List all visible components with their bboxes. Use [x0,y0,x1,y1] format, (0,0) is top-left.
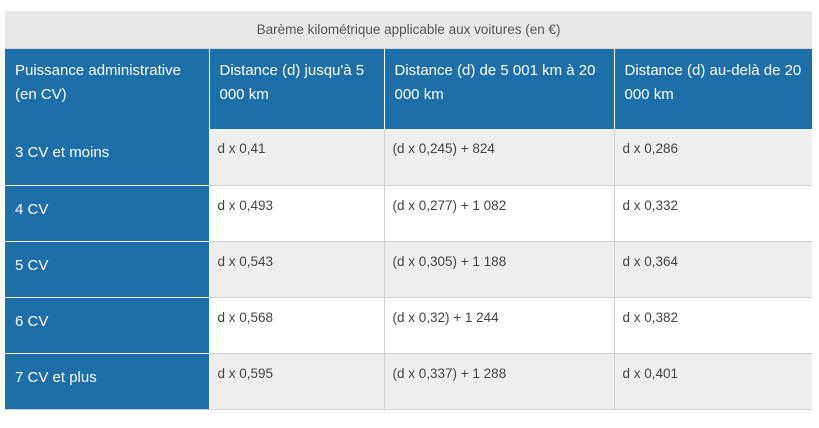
table-row: 5 CV d x 0,543 (d x 0,305) + 1 188 d x 0… [5,241,813,298]
table-header-row: Puissance administrative (en CV) Distanc… [5,48,813,129]
cell-tier-3: d x 0,332 [614,185,813,242]
cell-tier-2: (d x 0,245) + 824 [384,129,615,186]
row-label: 4 CV [5,185,210,242]
row-label: 7 CV et plus [5,353,210,410]
cell-tier-1: d x 0,568 [209,297,385,354]
table-row: 3 CV et moins d x 0,41 (d x 0,245) + 824… [5,129,813,186]
bareme-table-container: Barème kilométrique applicable aux voitu… [5,11,813,410]
header-distance-au-dela-20000: Distance (d) au-delà de 20 000 km [614,48,813,129]
table-caption: Barème kilométrique applicable aux voitu… [5,11,813,49]
cell-tier-3: d x 0,364 [614,241,813,298]
bareme-kilometrique-table: Barème kilométrique applicable aux voitu… [5,11,813,410]
cell-tier-3: d x 0,401 [614,353,813,410]
cell-tier-1: d x 0,595 [209,353,385,410]
table-row: 4 CV d x 0,493 (d x 0,277) + 1 082 d x 0… [5,185,813,242]
cell-tier-2: (d x 0,337) + 1 288 [384,353,615,410]
cell-tier-1: d x 0,543 [209,241,385,298]
cell-tier-2: (d x 0,277) + 1 082 [384,185,615,242]
table-row: 7 CV et plus d x 0,595 (d x 0,337) + 1 2… [5,353,813,410]
row-label: 6 CV [5,297,210,354]
header-distance-5001-20000: Distance (d) de 5 001 km à 20 000 km [384,48,615,129]
cell-tier-1: d x 0,41 [209,129,385,186]
header-distance-jusqu-5000: Distance (d) jusqu'à 5 000 km [209,48,385,129]
cell-tier-1: d x 0,493 [209,185,385,242]
cell-tier-3: d x 0,382 [614,297,813,354]
row-label: 3 CV et moins [5,129,210,186]
cell-tier-2: (d x 0,32) + 1 244 [384,297,615,354]
table-row: 6 CV d x 0,568 (d x 0,32) + 1 244 d x 0,… [5,297,813,354]
cell-tier-3: d x 0,286 [614,129,813,186]
header-puissance: Puissance administrative (en CV) [5,48,210,129]
cell-tier-2: (d x 0,305) + 1 188 [384,241,615,298]
row-label: 5 CV [5,241,210,298]
